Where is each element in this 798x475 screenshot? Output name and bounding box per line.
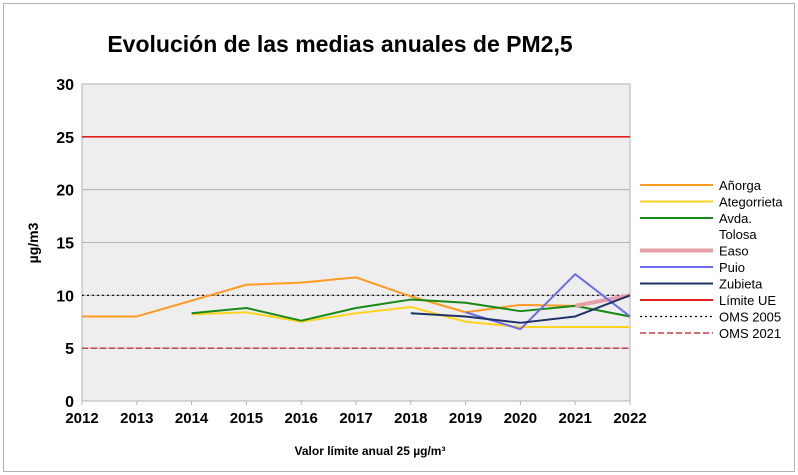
series-line-ategorrieta	[191, 305, 630, 329]
x-tick-label: 2017	[339, 410, 372, 427]
chart-frame	[3, 3, 795, 472]
y-axis-label: µg/m3	[25, 222, 41, 263]
y-tick-label: 0	[65, 394, 74, 411]
series-line-a-orga	[82, 276, 576, 318]
x-tick-label: 2013	[120, 410, 153, 427]
legend-label-ategorrieta: Ategorrieta	[719, 195, 783, 210]
legend-label-avda-tolosa: Avda. Tolosa	[719, 211, 757, 242]
legend-label-a-orga: Añorga	[719, 178, 762, 193]
y-tick-label: 30	[56, 77, 74, 94]
x-tick-label: 2014	[175, 410, 209, 427]
legend-label-easo: Easo	[719, 244, 749, 259]
x-tick-label: 2018	[394, 410, 427, 427]
x-tick-label: 2022	[613, 410, 646, 427]
series-line-avda-tolosa	[191, 298, 631, 322]
x-tick-label: 2019	[449, 410, 482, 427]
x-tick-label: 2012	[65, 410, 98, 427]
x-tick-label: 2015	[230, 410, 263, 427]
series-line-puio	[465, 273, 631, 331]
series-line-easo	[574, 293, 631, 308]
x-tick-label: 2016	[285, 410, 318, 427]
series-line-zubieta	[410, 294, 631, 324]
legend-label-zubieta: Zubieta	[719, 277, 763, 292]
y-tick-label: 20	[56, 183, 74, 200]
chart-title: Evolución de las medias anuales de PM2,5	[107, 31, 572, 57]
x-tick-label: 2021	[559, 410, 592, 427]
y-tick-label: 10	[56, 288, 74, 305]
x-axis-label: Valor límite anual 25 µg/m³	[295, 444, 446, 458]
legend-label-puio: Puio	[719, 260, 745, 275]
y-tick-label: 25	[56, 130, 74, 147]
y-tick-label: 15	[56, 236, 74, 253]
legend-label-l-mite-ue: Límite UE	[719, 293, 776, 308]
legend-label-oms-2021: OMS 2021	[719, 326, 781, 341]
y-tick-label: 5	[65, 341, 74, 358]
legend-label-oms-2005: OMS 2005	[719, 310, 781, 325]
x-tick-label: 2020	[504, 410, 537, 427]
